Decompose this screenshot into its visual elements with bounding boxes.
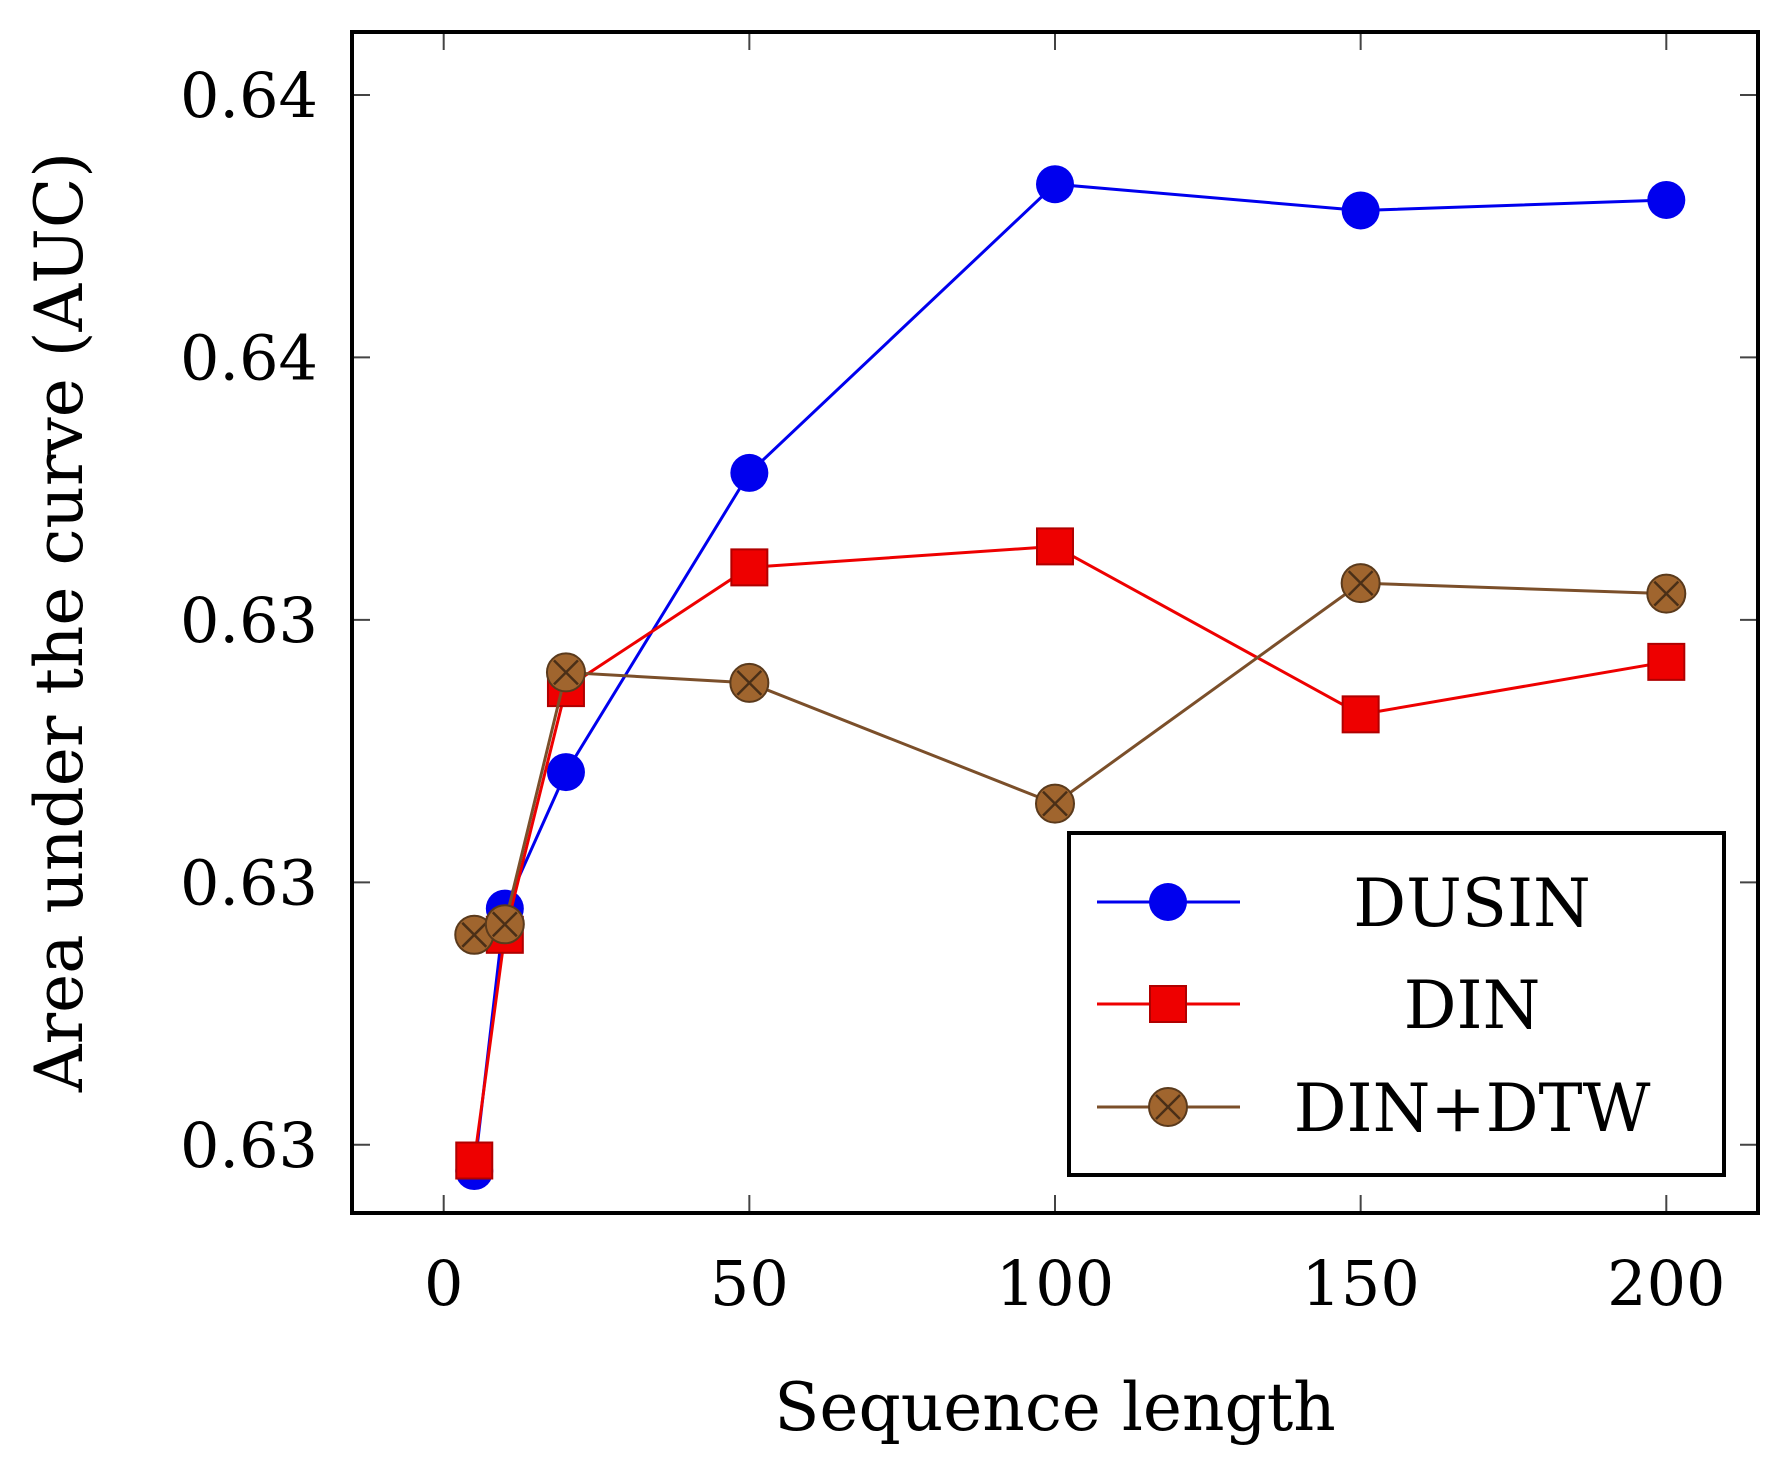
series-layer <box>454 165 1687 1191</box>
legend-marker-dusin <box>1149 883 1187 921</box>
legend-marker-din <box>1149 985 1187 1023</box>
x-tick-label-1: 50 <box>710 1247 789 1320</box>
y-tick-label-0: 0.63 <box>180 1109 318 1182</box>
x-tick-label-0: 0 <box>424 1247 463 1320</box>
x-tick-label-2: 100 <box>996 1247 1114 1320</box>
point-din-5 <box>1341 695 1380 734</box>
legend-entries: DUSIN DIN DIN+DTW <box>1097 865 1651 1147</box>
y-tick-labels: 0.63 0.63 0.63 0.64 0.64 <box>180 59 318 1182</box>
legend-entry-din: DIN <box>1097 967 1540 1044</box>
point-din-dtw-0 <box>454 914 495 955</box>
x-tick-label-3: 150 <box>1301 1247 1419 1320</box>
y-tick-label-3: 0.64 <box>180 321 318 394</box>
series-din-dtw <box>454 563 1687 955</box>
point-din-3 <box>730 548 769 587</box>
legend: DUSIN DIN DIN+DTW <box>1067 831 1726 1177</box>
legend-marker-din-dtw <box>1148 1087 1188 1127</box>
legend-label-dusin: DUSIN <box>1353 865 1591 942</box>
point-din-dtw-5 <box>1340 563 1381 604</box>
point-din-4 <box>1036 527 1074 566</box>
x-tick-labels: 0 50 100 150 200 <box>424 1247 1726 1320</box>
y-tick-label-4: 0.64 <box>180 59 318 132</box>
point-dusin-2 <box>546 753 585 792</box>
point-din-dtw-6 <box>1646 573 1687 614</box>
legend-entry-dusin: DUSIN <box>1097 865 1591 942</box>
y-tick-label-1: 0.63 <box>180 846 318 919</box>
point-dusin-4 <box>1036 165 1074 204</box>
ticks-layer <box>352 32 1758 1213</box>
point-dusin-5 <box>1341 191 1380 230</box>
point-din-dtw-3 <box>729 662 770 703</box>
point-dusin-6 <box>1647 180 1686 219</box>
legend-label-din-dtw: DIN+DTW <box>1294 1070 1651 1147</box>
legend-label-din: DIN <box>1404 967 1541 1044</box>
x-axis-label: Sequence length <box>774 1369 1336 1446</box>
y-tick-label-2: 0.63 <box>180 584 318 657</box>
plot-frame <box>350 30 1760 1215</box>
x-tick-label-4: 200 <box>1607 1247 1725 1320</box>
point-din-0 <box>455 1141 494 1180</box>
point-dusin-3 <box>730 453 769 492</box>
point-din-dtw-4 <box>1035 783 1075 824</box>
legend-entry-din-dtw: DIN+DTW <box>1097 1070 1651 1147</box>
point-din-6 <box>1647 642 1686 681</box>
point-din-dtw-1 <box>484 904 525 945</box>
point-din-dtw-2 <box>545 652 586 693</box>
y-axis-label: Area under the curve (AUC) <box>21 152 98 1093</box>
